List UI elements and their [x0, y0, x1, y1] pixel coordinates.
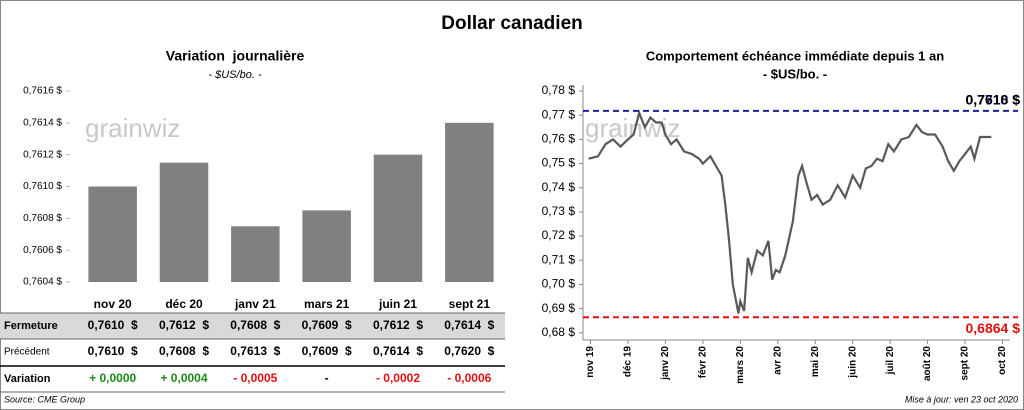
y-tick-label: 0,73 $ [542, 204, 576, 218]
page-title: Dollar canadien [441, 13, 583, 34]
y-tick-label: 0,77 $ [542, 107, 576, 121]
y-tick-label: 0,72 $ [542, 228, 576, 242]
y-tick-label: 0,69 $ [542, 301, 576, 315]
x-tick-label: oct 20 [997, 346, 1008, 375]
x-tick-label: mai 20 [810, 346, 821, 378]
x-tick-label: mars 20 [735, 346, 746, 384]
y-tick-label: 0,7616 $ [23, 86, 62, 97]
table-cell: 0,7610 $ [88, 318, 138, 332]
x-tick-label: juil 20 [885, 346, 896, 376]
x-tick-label: déc 20 [165, 297, 203, 311]
reference-label: 0,7718 $ [966, 92, 1021, 108]
bar [231, 226, 280, 282]
row-label: Précédent [4, 347, 50, 358]
y-tick-label: 0,68 $ [542, 325, 576, 339]
table-cell: - 0,0002 [376, 371, 420, 385]
chart-title: Comportement échéance immédiate depuis 1… [646, 48, 944, 63]
x-tick-label: janv 20 [660, 346, 671, 381]
y-tick-label: 0,75 $ [542, 156, 576, 170]
table-cell: 0,7609 $ [302, 318, 352, 332]
bar [159, 162, 209, 282]
x-tick-label: sept 21 [449, 297, 491, 311]
watermark: grainwiz [85, 113, 180, 143]
x-tick-label: juin 20 [847, 346, 858, 379]
table-cell: 0,7609 $ [302, 344, 352, 358]
row-label: Fermeture [4, 320, 58, 332]
y-tick-label: 0,7612 $ [23, 149, 62, 160]
table-cell: 0,7613 $ [230, 344, 280, 358]
table-cell: - [325, 371, 329, 385]
price-line [588, 109, 992, 314]
source: Source: CME Group [4, 394, 85, 404]
x-tick-label: nov 20 [94, 297, 132, 311]
y-tick-label: 0,7608 $ [23, 213, 62, 224]
bar [88, 186, 137, 282]
table-cell: 0,7608 $ [230, 318, 280, 332]
table-cell: - 0,0005 [233, 371, 277, 385]
table-cell: 0,7608 $ [159, 344, 209, 358]
row-label: Variation [4, 373, 51, 385]
table-cell: 0,7614 $ [444, 318, 494, 332]
table-cell: + 0,0004 [160, 371, 207, 385]
x-tick-label: août 20 [922, 346, 933, 381]
x-tick-label: sept 20 [960, 346, 971, 381]
table-cell: 0,7610 $ [88, 344, 138, 358]
bar [302, 210, 351, 282]
y-tick-label: 0,71 $ [542, 252, 576, 266]
x-tick-label: févr 20 [698, 346, 709, 379]
x-tick-label: nov 19 [585, 346, 596, 378]
row-highlight [0, 313, 505, 339]
y-tick-label: 0,7604 $ [23, 277, 62, 288]
x-tick-label: déc 19 [623, 346, 634, 378]
y-tick-label: 0,70 $ [542, 277, 576, 291]
y-tick-label: 0,7610 $ [23, 181, 62, 192]
reference-label: 0,6864 $ [966, 320, 1021, 336]
chart-subtitle: - $US/bo. - [208, 69, 262, 81]
y-tick-label: 0,7606 $ [23, 245, 62, 256]
x-tick-label: mars 21 [304, 297, 350, 311]
table-cell: 0,7612 $ [373, 318, 423, 332]
y-tick-label: 0,74 $ [542, 180, 576, 194]
updated: Mise à jour: ven 23 oct 2020 [905, 394, 1018, 404]
x-tick-label: juin 21 [378, 297, 417, 311]
x-tick-label: janv 21 [234, 297, 276, 311]
chart-title: Variation journalière [166, 48, 305, 64]
bar [445, 122, 494, 282]
bar [373, 154, 423, 282]
chart-subtitle: - $US/bo. - [763, 66, 827, 81]
y-tick-label: 0,7614 $ [23, 117, 62, 128]
table-cell: + 0,0000 [89, 371, 136, 385]
table-cell: 0,7620 $ [444, 344, 494, 358]
table-cell: - 0,0006 [447, 371, 491, 385]
y-tick-label: 0,78 $ [542, 83, 576, 97]
watermark: grainwiz [585, 113, 680, 143]
y-tick-label: 0,76 $ [542, 132, 576, 146]
x-tick-label: avr 20 [772, 346, 783, 375]
table-cell: 0,7614 $ [373, 344, 423, 358]
last-value-label: 0,7610 $ [966, 92, 1021, 108]
table-cell: 0,7612 $ [159, 318, 209, 332]
